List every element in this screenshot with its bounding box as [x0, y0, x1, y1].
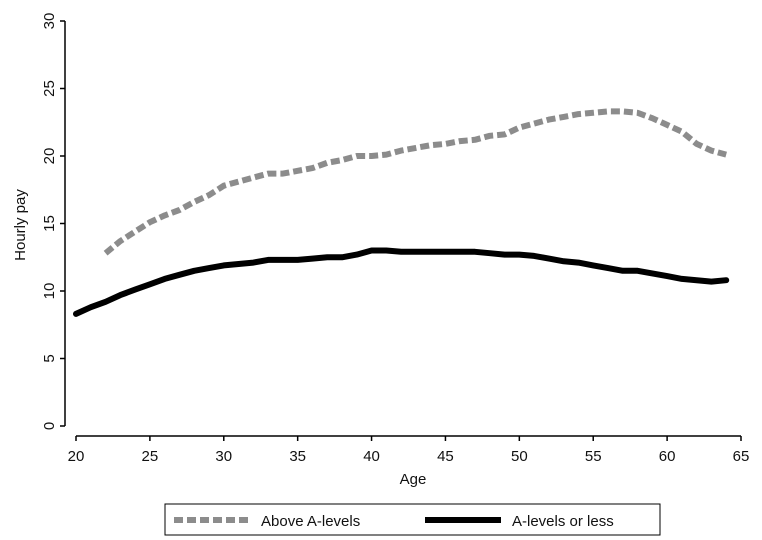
x-tick-label: 45: [437, 448, 454, 465]
x-axis: 20 25 30 35 40 45 50 55 60 65: [68, 435, 750, 465]
x-tick-label: 40: [363, 448, 380, 465]
x-tick-label: 20: [68, 448, 85, 465]
x-tick-label: 55: [585, 448, 602, 465]
x-tick-label: 25: [142, 448, 159, 465]
x-ticks: 20 25 30 35 40 45 50 55 60 65: [68, 436, 750, 465]
series-line-above-a-levels: [103, 108, 727, 256]
y-axis-title: Hourly pay: [12, 189, 29, 261]
x-tick-label: 60: [659, 448, 676, 465]
x-tick-label: 35: [289, 448, 306, 465]
y-tick-label: 5: [41, 354, 58, 362]
y-ticks: 0 5 10 15 20 25 30: [41, 13, 65, 430]
legend-label-above-a-levels: Above A-levels: [261, 513, 360, 530]
x-tick-label: 50: [511, 448, 528, 465]
y-tick-label: 10: [41, 283, 58, 300]
series-layer: [73, 108, 730, 317]
y-tick-label: 0: [41, 422, 58, 430]
x-axis-title: Age: [400, 471, 427, 488]
x-tick-label: 30: [215, 448, 232, 465]
y-tick-label: 20: [41, 148, 58, 165]
y-tick-label: 30: [41, 13, 58, 30]
y-tick-label: 15: [41, 215, 58, 232]
legend-label-a-levels-or-less: A-levels or less: [512, 513, 614, 530]
y-axis: 0 5 10 15 20 25 30: [41, 13, 66, 430]
x-tick-label: 65: [733, 448, 750, 465]
legend: Above A-levels A-levels or less: [164, 503, 661, 536]
series-line-a-levels-or-less: [73, 247, 730, 317]
y-tick-label: 25: [41, 80, 58, 97]
